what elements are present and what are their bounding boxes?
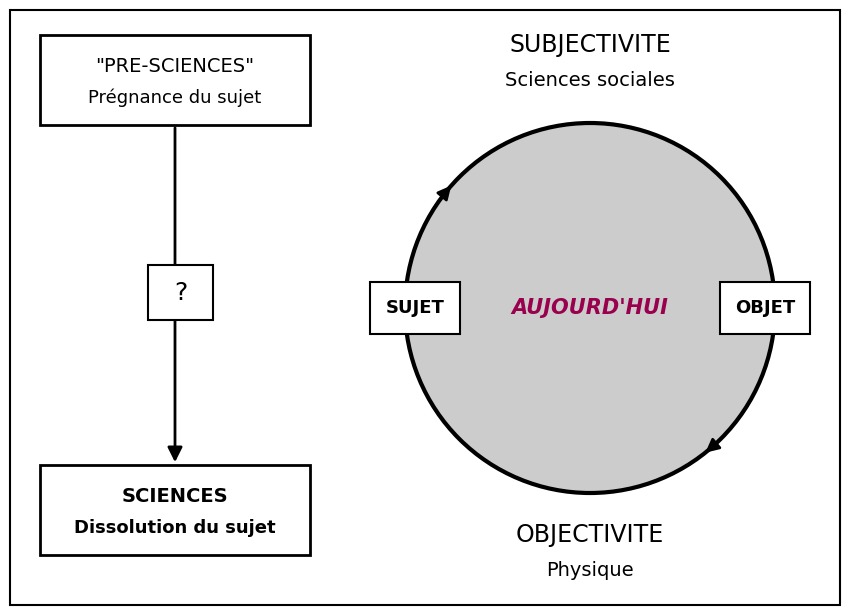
Text: Dissolution du sujet: Dissolution du sujet bbox=[74, 519, 276, 537]
Text: Physique: Physique bbox=[546, 560, 634, 579]
Text: AUJOURD'HUI: AUJOURD'HUI bbox=[511, 298, 668, 318]
Text: Sciences sociales: Sciences sociales bbox=[505, 71, 675, 90]
Text: "PRE-SCIENCES": "PRE-SCIENCES" bbox=[95, 57, 254, 76]
Text: SUBJECTIVITE: SUBJECTIVITE bbox=[509, 33, 671, 57]
Text: SCIENCES: SCIENCES bbox=[122, 487, 228, 506]
FancyBboxPatch shape bbox=[10, 10, 840, 605]
Text: OBJECTIVITE: OBJECTIVITE bbox=[516, 523, 664, 547]
FancyBboxPatch shape bbox=[40, 465, 310, 555]
Text: OBJET: OBJET bbox=[735, 299, 795, 317]
FancyBboxPatch shape bbox=[148, 265, 213, 320]
Ellipse shape bbox=[405, 123, 775, 493]
FancyBboxPatch shape bbox=[370, 282, 460, 334]
Text: SUJET: SUJET bbox=[386, 299, 444, 317]
Text: ?: ? bbox=[174, 280, 187, 304]
Text: Prégnance du sujet: Prégnance du sujet bbox=[89, 89, 261, 107]
FancyBboxPatch shape bbox=[40, 35, 310, 125]
FancyBboxPatch shape bbox=[720, 282, 810, 334]
